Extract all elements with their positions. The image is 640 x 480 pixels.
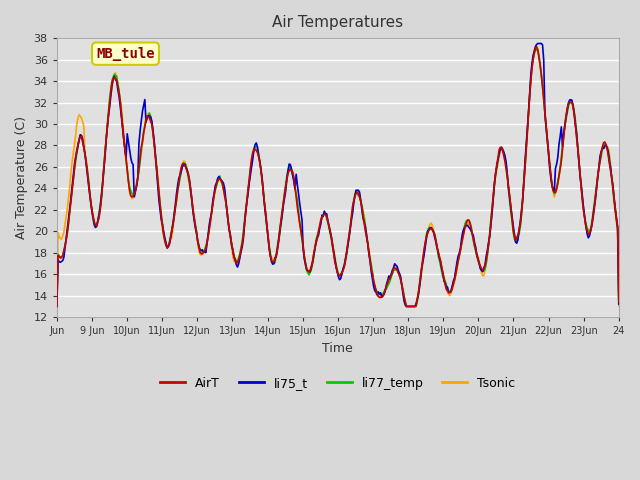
- Legend: AirT, li75_t, li77_temp, Tsonic: AirT, li75_t, li77_temp, Tsonic: [155, 372, 520, 395]
- Y-axis label: Air Temperature (C): Air Temperature (C): [15, 116, 28, 239]
- Text: MB_tule: MB_tule: [96, 47, 155, 60]
- Title: Air Temperatures: Air Temperatures: [272, 15, 403, 30]
- X-axis label: Time: Time: [323, 342, 353, 355]
